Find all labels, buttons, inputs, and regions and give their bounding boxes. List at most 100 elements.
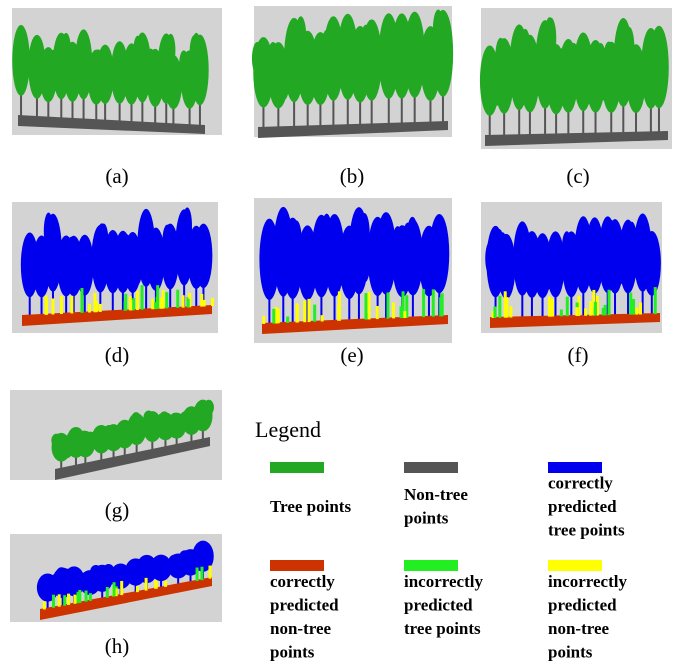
understory [504, 291, 507, 317]
understory [365, 313, 368, 319]
tree-crown [104, 425, 114, 438]
tree-crown [574, 234, 584, 271]
understory [136, 291, 139, 310]
tree-crown [618, 250, 628, 285]
tree-crown [419, 50, 430, 85]
understory [80, 288, 83, 313]
understory [439, 297, 442, 316]
understory [376, 306, 379, 319]
understory [602, 308, 605, 316]
tree-crown [285, 25, 296, 65]
legend-label: non-tree [548, 619, 610, 638]
understory [155, 582, 158, 589]
tree-crown [588, 48, 598, 82]
understory [550, 301, 553, 316]
panel-caption: (d) [105, 343, 130, 367]
understory [136, 586, 139, 592]
understory [45, 300, 48, 315]
panel-caption: (g) [105, 498, 130, 522]
tree-crown [605, 71, 615, 105]
legend-swatch [548, 462, 602, 473]
legend-swatch [548, 560, 602, 571]
legend-label: points [548, 642, 593, 661]
understory [589, 301, 592, 316]
tree-crown [584, 237, 594, 273]
legend-label: tree points [548, 520, 625, 539]
understory [303, 301, 306, 323]
panel [12, 202, 218, 333]
understory [286, 316, 289, 322]
understory [132, 298, 135, 310]
tree-crown [146, 49, 155, 77]
tree-crown [268, 49, 279, 80]
understory [608, 290, 611, 316]
legend-label: points [404, 509, 449, 528]
tree-crown [90, 565, 101, 578]
understory [211, 298, 214, 306]
tree-crown [39, 57, 48, 83]
understory [296, 306, 299, 323]
legend-label: predicted [270, 595, 339, 614]
tree-crown [134, 60, 143, 93]
understory [307, 299, 310, 322]
understory [93, 293, 96, 312]
understory [120, 581, 123, 595]
understory [321, 315, 324, 321]
legend-swatch [270, 560, 324, 571]
figure: (a)(b)(c)(d)(e)(f)(g)(h)LegendTree point… [0, 0, 684, 664]
legend-label: correctly [270, 572, 335, 591]
panel-caption: (e) [340, 343, 363, 367]
tree-crown [407, 232, 418, 268]
understory [493, 307, 496, 318]
understory [176, 290, 179, 308]
understory [262, 316, 265, 324]
tree-crown [179, 550, 190, 563]
tree-crown [83, 246, 93, 275]
tree-crown [546, 244, 556, 275]
tree-crown [419, 250, 430, 284]
tree-crown [55, 50, 64, 82]
panel-caption: (c) [566, 164, 589, 188]
understory [141, 285, 144, 310]
tree-crown [328, 30, 339, 70]
tree-crown [649, 252, 659, 283]
understory [145, 578, 148, 591]
understory [187, 299, 190, 308]
legend-label: predicted [404, 595, 473, 614]
understory [632, 299, 635, 315]
understory [52, 595, 55, 608]
understory [403, 311, 406, 318]
tree-crown [78, 53, 87, 86]
tree-crown [324, 240, 335, 279]
understory [113, 582, 116, 596]
understory [70, 296, 73, 314]
understory [338, 291, 341, 320]
tree-crown [179, 50, 188, 78]
understory [654, 287, 657, 314]
understory [432, 289, 435, 316]
tree-crown [300, 41, 311, 76]
tree-crown [521, 230, 531, 262]
tree-crown [198, 554, 209, 569]
understory [99, 304, 102, 312]
understory [182, 295, 185, 307]
tree-crown [349, 242, 360, 283]
tree-crown [180, 412, 190, 426]
tree-crown [31, 41, 40, 71]
panel-caption: (b) [340, 164, 365, 188]
tree-crown [629, 51, 639, 84]
understory [58, 594, 61, 606]
panel-caption: (h) [105, 634, 130, 658]
tree-crown [56, 254, 66, 283]
understory [43, 601, 46, 609]
understory [164, 581, 167, 587]
legend-swatch [404, 462, 458, 473]
tree-crown [171, 72, 180, 98]
tree-crown [614, 51, 624, 93]
tree-crown [165, 225, 175, 256]
understory [151, 299, 154, 310]
legend-label: points [270, 642, 315, 661]
tree-crown [498, 232, 508, 263]
understory [313, 305, 316, 322]
understory [277, 308, 280, 323]
